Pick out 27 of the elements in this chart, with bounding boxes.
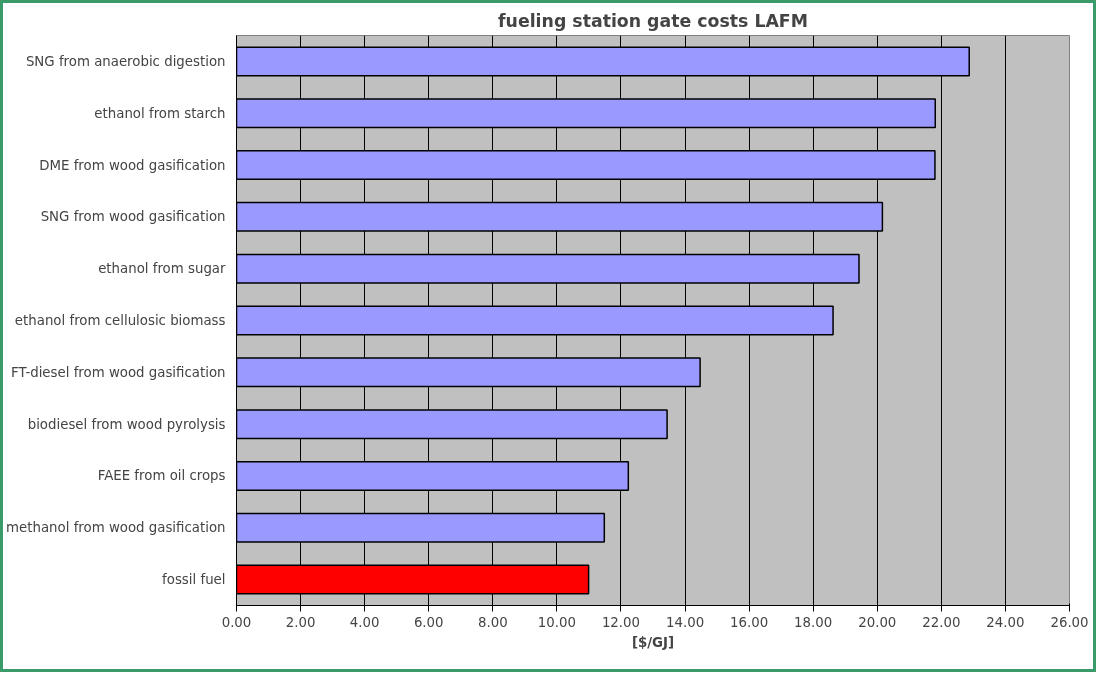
y-tick-label: ethanol from sugar <box>98 261 227 277</box>
x-tick-label: 12.00 <box>601 614 641 630</box>
x-tick-label: 24.00 <box>986 614 1025 630</box>
x-tick-label: 6.00 <box>413 614 444 630</box>
x-tick-label: 2.00 <box>285 614 316 630</box>
x-tick-label: 4.00 <box>349 614 380 630</box>
y-tick-label: ethanol from starch <box>94 105 226 121</box>
x-tick-label: 10.00 <box>537 614 576 630</box>
x-tick-label: 16.00 <box>730 614 769 630</box>
x-tick-label: 20.00 <box>858 614 897 630</box>
x-tick-label: 8.00 <box>477 614 508 630</box>
y-tick-label: DME from wood gasification <box>39 157 226 173</box>
chart-title: fueling station gate costs LAFM <box>498 10 808 31</box>
x-tick-label: 26.00 <box>1050 614 1089 630</box>
x-tick-label: 22.00 <box>922 614 961 630</box>
x-tick-label: 18.00 <box>794 614 833 630</box>
y-tick-label: FT-diesel from wood gasification <box>11 364 226 380</box>
y-tick-label: ethanol from cellulosic biomass <box>14 313 226 328</box>
y-tick-label: SNG from wood gasification <box>40 209 226 225</box>
x-tick-label: 14.00 <box>665 614 705 630</box>
y-tick-label: FAEE from oil crops <box>97 468 226 484</box>
y-tick-label: fossil fuel <box>162 572 226 588</box>
y-tick-label: methanol from wood gasification <box>6 520 226 536</box>
y-tick-label: SNG from anaerobic digestion <box>25 53 226 69</box>
x-axis-title: [$/GJ] <box>631 634 675 650</box>
x-tick-label: 0.00 <box>221 614 252 630</box>
y-tick-label: biodiesel from wood pyrolysis <box>27 416 226 432</box>
